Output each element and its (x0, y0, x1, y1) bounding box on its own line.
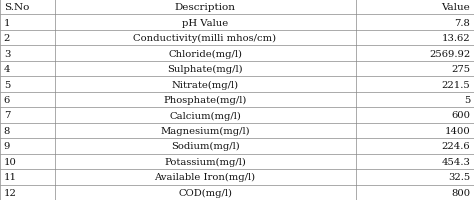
Text: 221.5: 221.5 (441, 80, 470, 89)
Bar (0, 0, 474, 15)
Text: COD(mg/l): COD(mg/l) (178, 188, 232, 197)
Text: 275: 275 (451, 65, 470, 74)
Text: 5: 5 (464, 96, 470, 104)
Text: 4: 4 (4, 65, 10, 74)
Text: Value: Value (441, 3, 470, 12)
Text: 1400: 1400 (445, 126, 470, 135)
Text: 2569.92: 2569.92 (429, 49, 470, 58)
Text: S.No: S.No (4, 3, 29, 12)
Text: 12: 12 (4, 188, 17, 197)
Text: Sodium(mg/l): Sodium(mg/l) (171, 142, 239, 151)
Text: Nitrate(mg/l): Nitrate(mg/l) (172, 80, 238, 89)
Text: Sulphate(mg/l): Sulphate(mg/l) (167, 65, 243, 74)
Text: 6: 6 (4, 96, 10, 104)
Text: 3: 3 (4, 49, 10, 58)
Text: 9: 9 (4, 142, 10, 151)
Text: 10: 10 (4, 157, 17, 166)
Text: Potassium(mg/l): Potassium(mg/l) (164, 157, 246, 166)
Text: 800: 800 (451, 188, 470, 197)
Text: 600: 600 (451, 111, 470, 120)
Text: pH Value: pH Value (182, 19, 228, 28)
Text: Description: Description (174, 3, 236, 12)
Text: Available Iron(mg/l): Available Iron(mg/l) (155, 172, 255, 181)
Text: 454.3: 454.3 (441, 157, 470, 166)
Text: Calcium(mg/l): Calcium(mg/l) (169, 111, 241, 120)
Text: 13.62: 13.62 (442, 34, 470, 43)
Text: 7.8: 7.8 (455, 19, 470, 28)
Text: 2: 2 (4, 34, 10, 43)
Text: 8: 8 (4, 126, 10, 135)
Text: Magnesium(mg/l): Magnesium(mg/l) (160, 126, 250, 135)
Text: 224.6: 224.6 (442, 142, 470, 151)
Text: Phosphate(mg/l): Phosphate(mg/l) (164, 95, 246, 105)
Text: 11: 11 (4, 172, 17, 181)
Text: 5: 5 (4, 80, 10, 89)
Text: 32.5: 32.5 (448, 172, 470, 181)
Text: Chloride(mg/l): Chloride(mg/l) (168, 49, 242, 58)
Text: 1: 1 (4, 19, 10, 28)
Text: Conductivity(milli mhos/cm): Conductivity(milli mhos/cm) (134, 34, 276, 43)
Text: 7: 7 (4, 111, 10, 120)
